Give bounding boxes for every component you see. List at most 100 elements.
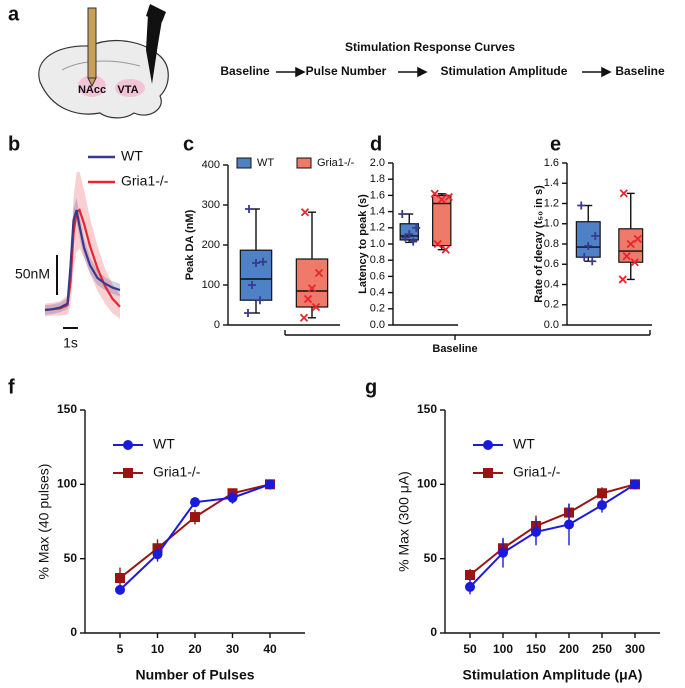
y-axis-label: % Max (300 μA) <box>396 471 412 572</box>
data-point <box>597 500 607 511</box>
panel-letter: d <box>370 133 382 155</box>
data-point <box>437 195 446 204</box>
brain-schematic: NAcc VTA <box>38 4 169 119</box>
group-label: Baseline <box>432 343 477 355</box>
data-point <box>245 205 253 213</box>
data-point <box>259 257 267 266</box>
legend-label: WT <box>257 157 274 169</box>
y-tick-label: 0.6 <box>370 270 385 282</box>
x-tick-label: 200 <box>559 642 579 656</box>
x-axis-label: Stimulation Amplitude (μA) <box>463 667 643 683</box>
data-point <box>190 512 200 523</box>
y-axis-label: Peak DA (nM) <box>184 209 196 280</box>
data-point <box>564 519 574 530</box>
y-tick-label: 0.0 <box>544 319 559 331</box>
panel-letter: b <box>8 133 20 155</box>
data-point <box>115 572 125 583</box>
data-point <box>248 281 256 289</box>
x-axis-label: Number of Pulses <box>135 667 254 683</box>
y-tick-label: 50 <box>64 551 78 565</box>
y-tick-label: 1.4 <box>544 177 559 189</box>
y-tick-label: 200 <box>202 239 220 251</box>
data-point <box>433 239 442 249</box>
legend-marker <box>483 440 493 450</box>
data-point <box>401 233 410 242</box>
legend-label: WT <box>121 148 143 164</box>
data-point <box>465 581 475 592</box>
brain-outline <box>38 39 169 119</box>
data-point <box>626 239 635 249</box>
data-point <box>115 584 125 595</box>
data-point <box>244 309 252 317</box>
y-tick-label: 0.6 <box>544 258 559 270</box>
y-tick-label: 0.0 <box>370 319 385 331</box>
x-tick-label: 50 <box>463 642 477 656</box>
y-tick-label: 0.2 <box>370 303 385 315</box>
y-tick-label: 1.6 <box>370 189 385 201</box>
y-tick-label: 0.4 <box>370 287 385 299</box>
legend-marker <box>123 440 133 450</box>
y-tick-label: 1.0 <box>370 238 385 250</box>
data-point <box>412 223 421 232</box>
box <box>618 228 644 263</box>
data-point <box>314 268 324 278</box>
y-tick-label: 1.4 <box>370 206 385 218</box>
y-tick-label: 50 <box>424 551 438 565</box>
panel-letter: c <box>183 133 194 155</box>
data-point <box>307 284 317 293</box>
scale-label: 50nM <box>15 266 50 282</box>
panel-letter: f <box>8 376 15 398</box>
data-point <box>300 208 310 217</box>
data-point <box>591 231 600 240</box>
group-bracket: Baseline <box>284 330 651 355</box>
data-point <box>619 189 628 198</box>
data-point <box>577 201 586 210</box>
data-point <box>584 242 593 251</box>
box <box>575 221 601 258</box>
y-tick-label: 300 <box>202 199 220 211</box>
y-tick-label: 0 <box>214 319 220 331</box>
box <box>295 258 329 308</box>
data-point <box>252 259 260 267</box>
data-point <box>441 245 450 254</box>
legend-label: WT <box>513 436 535 452</box>
y-tick-label: 1.6 <box>544 157 559 169</box>
series-line <box>469 483 636 576</box>
legend-label: Gria1-/- <box>513 464 561 480</box>
data-point <box>311 302 321 312</box>
flow-step: Baseline <box>220 64 270 78</box>
electrode <box>87 7 97 79</box>
y-tick-label: 1.8 <box>370 173 385 185</box>
y-axis-label: % Max (40 pulses) <box>36 464 52 580</box>
legend-label: WT <box>153 436 175 452</box>
y-tick-label: 150 <box>417 402 437 416</box>
x-tick-label: 150 <box>526 642 546 656</box>
flow-step: Stimulation Amplitude <box>441 64 568 78</box>
x-tick-label: 5 <box>117 642 124 656</box>
y-tick-label: 150 <box>57 402 77 416</box>
legend-label: Gria1-/- <box>317 157 355 169</box>
y-tick-label: 0 <box>430 625 437 639</box>
y-tick-label: 400 <box>202 159 220 171</box>
y-tick-label: 2.0 <box>370 157 385 169</box>
x-tick-label: 100 <box>493 642 513 656</box>
data-point <box>630 479 640 490</box>
panel-letter: g <box>365 376 377 398</box>
electrode-tip <box>87 77 97 88</box>
data-point <box>299 313 309 322</box>
stimulator-head <box>146 4 166 22</box>
y-axis-label: Rate of decay (t₅₀ in s) <box>533 185 545 303</box>
data-point <box>580 253 589 262</box>
trace-line <box>44 209 121 312</box>
region-label: VTA <box>117 84 138 96</box>
y-tick-label: 0.8 <box>544 238 559 250</box>
data-point <box>409 237 418 246</box>
data-point <box>430 189 439 198</box>
y-tick-label: 100 <box>417 477 437 491</box>
data-point <box>622 252 631 261</box>
data-point <box>227 492 238 503</box>
series-line <box>469 483 636 588</box>
scale-label: 1s <box>63 335 78 351</box>
data-point <box>256 296 264 305</box>
legend-marker <box>123 468 133 478</box>
